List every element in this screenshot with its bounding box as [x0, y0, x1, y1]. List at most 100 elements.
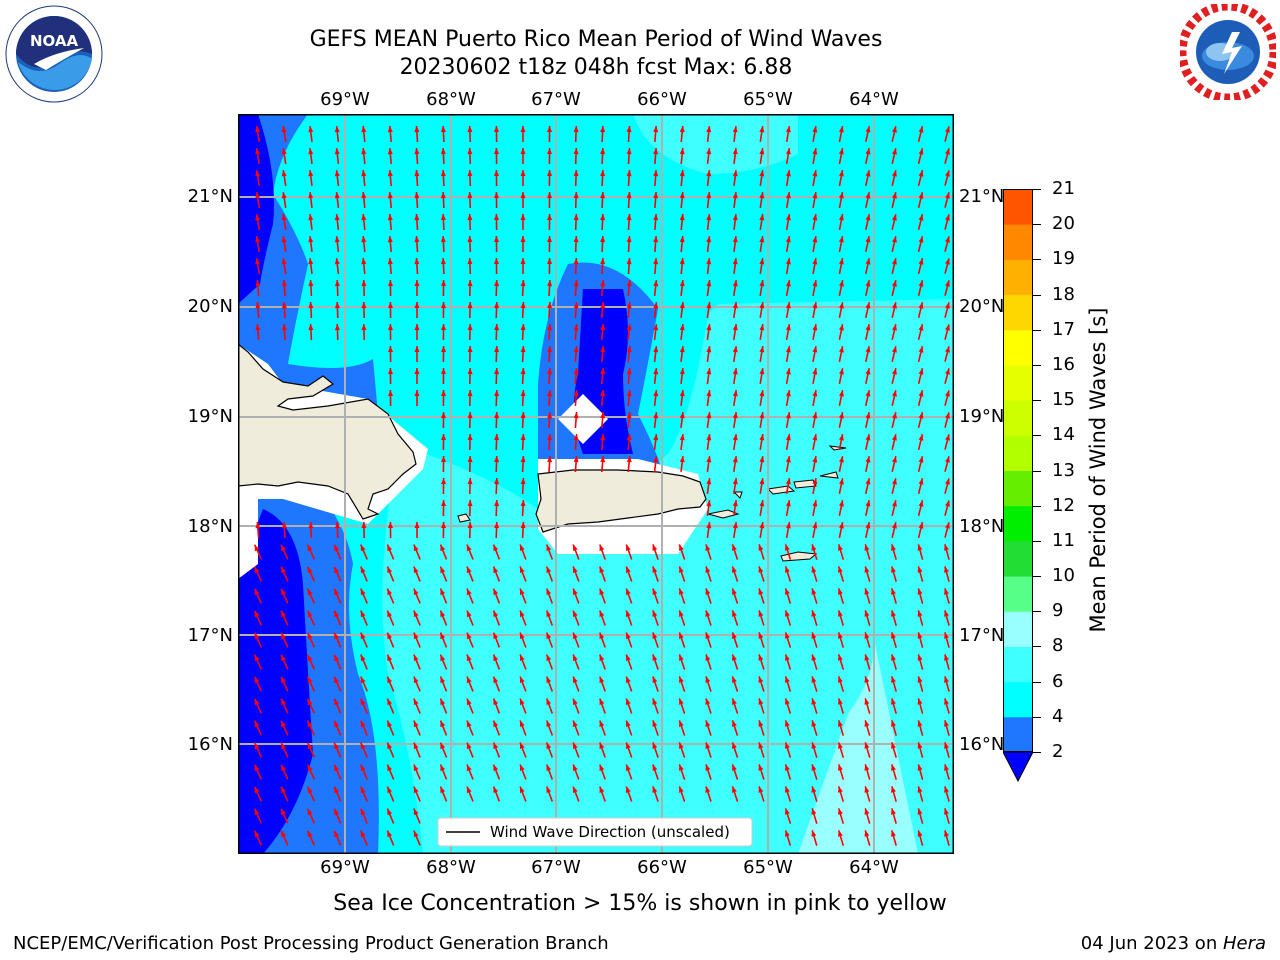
wave-direction-arrowhead	[652, 544, 658, 551]
wave-direction-arrowhead	[865, 280, 871, 287]
wave-direction-arrowhead	[865, 170, 871, 177]
wave-direction-arrowhead	[945, 346, 950, 353]
wave-direction-arrowhead	[785, 786, 790, 793]
colorbar-border	[1003, 189, 1033, 752]
wave-direction-arrowhead	[387, 148, 393, 155]
wave-direction-arrowhead	[573, 742, 578, 749]
wave-direction-arrowhead	[520, 368, 526, 375]
wave-direction-arrowhead	[945, 192, 950, 199]
colorbar-tick	[1033, 329, 1041, 331]
wave-direction-arrowhead	[361, 258, 367, 265]
colorbar-tick-label: 17	[1052, 318, 1075, 340]
wave-direction-arrowhead	[706, 280, 712, 287]
wave-direction-arrowhead	[653, 126, 659, 133]
wave-direction-arrowhead	[520, 148, 526, 154]
colorbar-tick	[1033, 435, 1041, 437]
wave-direction-arrowhead	[758, 610, 764, 617]
wave-direction-arrowhead	[891, 632, 896, 639]
wave-direction-arrowhead	[918, 214, 924, 221]
wave-direction-arrowhead	[785, 434, 791, 441]
wave-direction-arrowhead	[573, 764, 578, 771]
wave-direction-arrowhead	[785, 258, 791, 265]
wave-direction-arrowhead	[839, 434, 844, 441]
wave-direction-arrowhead	[334, 786, 339, 794]
wave-direction-arrowhead	[361, 324, 367, 331]
wave-direction-arrowhead	[865, 522, 871, 529]
wave-direction-arrowhead	[547, 192, 552, 198]
wave-direction-arrowhead	[520, 170, 526, 176]
wave-direction-arrowhead	[705, 610, 711, 617]
wave-direction-arrowhead	[732, 412, 738, 419]
wave-direction-arrowhead	[360, 632, 366, 640]
wave-direction-arrowhead	[917, 566, 923, 573]
lat-label-left: 19°N	[187, 406, 233, 427]
wave-direction-arrowhead	[892, 280, 897, 287]
wave-direction-arrowhead	[599, 742, 605, 749]
wave-direction-arrowhead	[626, 610, 631, 617]
wave-direction-arrowhead	[891, 676, 896, 683]
wave-direction-arrowhead	[440, 742, 446, 750]
wave-direction-arrowhead	[360, 566, 366, 574]
wave-direction-arrowhead	[758, 786, 764, 793]
wave-direction-arrowhead	[334, 742, 339, 750]
wave-direction-arrowhead	[281, 544, 286, 552]
wave-direction-arrowhead	[785, 522, 791, 529]
wave-direction-arrowhead	[600, 324, 606, 331]
wave-direction-arrowhead	[520, 478, 526, 485]
wave-direction-arrowhead	[864, 764, 870, 771]
wave-direction-arrowhead	[838, 236, 844, 243]
wave-direction-arrowhead	[785, 456, 791, 463]
wave-direction-arrowhead	[573, 588, 578, 595]
wave-direction-arrowhead	[600, 214, 606, 221]
wave-direction-arrowhead	[917, 720, 923, 727]
wave-direction-arrowhead	[944, 742, 949, 749]
wave-direction-arrowhead	[413, 742, 419, 750]
wave-direction-arrowhead	[679, 368, 685, 375]
wave-direction-arrowhead	[519, 566, 525, 573]
wave-direction-arrowhead	[547, 434, 553, 441]
wave-direction-arrowhead	[387, 236, 393, 243]
wave-direction-arrowhead	[652, 698, 658, 705]
wave-direction-arrowhead	[520, 390, 526, 397]
wave-direction-arrowhead	[520, 434, 526, 441]
colorbar-tick-label: 13	[1052, 459, 1075, 481]
wave-direction-arrowhead	[440, 654, 446, 662]
lon-label-bottom: 68°W	[426, 857, 476, 878]
wave-direction-arrowhead	[838, 654, 843, 661]
wave-direction-arrowhead	[891, 566, 896, 573]
wave-direction-arrowhead	[945, 280, 950, 287]
wave-direction-arrowhead	[892, 412, 897, 419]
colorbar-tick-label: 14	[1052, 424, 1075, 446]
wave-direction-arrowhead	[811, 588, 817, 595]
wave-direction-arrowhead	[892, 346, 897, 353]
wave-direction-arrowhead	[865, 390, 871, 397]
wave-direction-arrowhead	[811, 786, 817, 793]
wave-direction-arrowhead	[891, 698, 896, 705]
wave-direction-arrowhead	[599, 676, 605, 683]
wave-direction-arrowhead	[652, 610, 658, 617]
wave-direction-arrowhead	[388, 280, 393, 286]
wave-direction-arrowhead	[679, 302, 685, 309]
lon-label-bottom: 65°W	[743, 857, 793, 878]
wave-direction-arrowhead	[466, 632, 472, 640]
wave-direction-arrowhead	[652, 566, 658, 573]
wave-direction-arrowhead	[732, 610, 737, 617]
wave-direction-arrowhead	[785, 742, 790, 749]
wave-direction-arrowhead	[705, 654, 711, 661]
wave-direction-arrowhead	[334, 808, 339, 816]
wave-direction-arrowhead	[759, 522, 765, 529]
wave-direction-arrowhead	[334, 214, 340, 221]
wave-direction-arrowhead	[414, 170, 420, 177]
wave-direction-arrowhead	[281, 170, 287, 177]
wave-direction-arrowhead	[653, 214, 659, 221]
wave-direction-arrowhead	[547, 368, 553, 375]
colorbar-tick-label: 2	[1052, 741, 1064, 762]
wave-direction-arrowhead	[255, 324, 261, 331]
wave-direction-arrowhead	[467, 302, 473, 309]
wave-direction-arrowhead	[467, 126, 473, 133]
wave-direction-arrowhead	[626, 302, 632, 309]
wave-direction-arrowhead	[440, 698, 446, 706]
wave-direction-arrowhead	[626, 170, 632, 177]
wave-direction-arrowhead	[891, 654, 896, 661]
footer-date: 04 Jun 2023 on Hera	[1081, 933, 1266, 954]
